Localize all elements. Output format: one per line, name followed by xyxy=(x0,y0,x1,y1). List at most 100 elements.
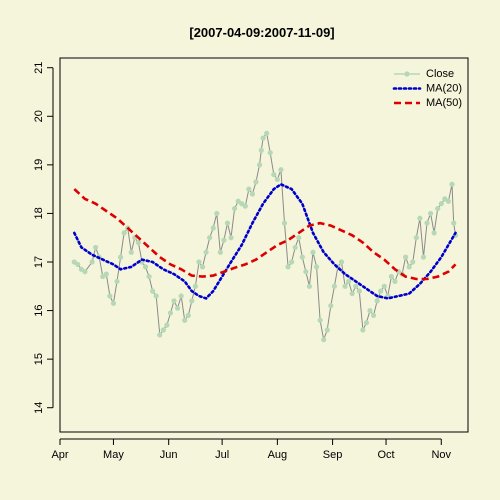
data-point xyxy=(267,150,273,156)
data-point xyxy=(192,283,199,289)
data-point xyxy=(346,278,352,285)
data-point xyxy=(435,205,441,212)
data-point xyxy=(445,198,452,204)
y-tick-label: 17 xyxy=(33,256,45,268)
data-point xyxy=(317,317,323,323)
data-point xyxy=(260,135,266,141)
data-point xyxy=(285,264,291,270)
data-point xyxy=(142,264,149,270)
data-point xyxy=(427,210,434,217)
data-point xyxy=(117,254,124,260)
chart-title: [2007-04-09:2007-11-09] xyxy=(189,25,334,40)
y-tick-label: 19 xyxy=(33,159,45,171)
data-point xyxy=(103,271,109,277)
data-point xyxy=(306,283,313,289)
series-close xyxy=(71,130,459,343)
data-point xyxy=(281,220,288,226)
legend-marker xyxy=(404,71,410,77)
data-point xyxy=(413,235,419,241)
series-line xyxy=(73,188,457,281)
data-point xyxy=(367,307,373,314)
data-point xyxy=(160,327,166,333)
data-point xyxy=(75,261,81,268)
data-point xyxy=(167,310,174,316)
x-tick-label: Aug xyxy=(268,449,288,461)
data-point xyxy=(303,269,309,275)
x-tick-label: Sep xyxy=(323,449,343,461)
data-point xyxy=(292,244,298,251)
data-point xyxy=(278,167,284,173)
data-point xyxy=(178,293,184,299)
data-point xyxy=(271,171,277,178)
legend-label: MA(50) xyxy=(426,97,462,109)
x-tick-label: Jul xyxy=(215,449,229,461)
data-point xyxy=(321,337,327,343)
x-axis: Apr May Jun Jul Aug Sep Oct Nov xyxy=(51,438,452,461)
y-tick-label: 18 xyxy=(33,207,45,219)
data-point xyxy=(420,254,427,260)
data-point xyxy=(153,293,159,299)
data-point xyxy=(328,303,334,309)
data-point xyxy=(378,288,384,294)
data-point xyxy=(228,235,234,241)
data-point xyxy=(299,254,305,260)
x-tick-label: Oct xyxy=(377,449,394,461)
x-tick-label: Nov xyxy=(431,449,451,461)
data-point xyxy=(388,273,394,280)
data-point xyxy=(356,288,362,294)
data-point xyxy=(296,235,302,241)
data-point xyxy=(242,203,248,209)
data-point xyxy=(313,264,320,270)
data-point xyxy=(157,332,163,338)
plot-frame xyxy=(59,57,469,433)
data-point xyxy=(185,312,191,319)
data-point xyxy=(189,298,195,304)
data-point xyxy=(258,147,264,153)
data-point xyxy=(353,283,359,289)
data-point xyxy=(331,283,337,289)
x-tick-label: May xyxy=(103,449,124,461)
data-point xyxy=(374,298,380,304)
series-ma-50 xyxy=(73,188,457,281)
data-point xyxy=(232,205,238,212)
data-point xyxy=(217,249,223,255)
data-point xyxy=(360,327,366,333)
data-point xyxy=(310,249,316,255)
data-point xyxy=(214,210,220,217)
x-tick-label: Apr xyxy=(51,449,68,461)
series-line xyxy=(73,182,457,300)
data-point xyxy=(128,249,134,255)
y-tick-label: 14 xyxy=(33,402,45,414)
data-point xyxy=(182,317,188,323)
data-point xyxy=(417,215,423,221)
y-axis: 14 15 16 17 18 19 20 21 xyxy=(33,62,54,414)
data-point xyxy=(431,230,437,236)
data-point xyxy=(82,269,88,275)
data-point xyxy=(451,220,457,226)
data-point xyxy=(392,278,398,285)
data-point xyxy=(406,264,412,270)
data-point xyxy=(224,220,231,226)
x-tick-label: Jun xyxy=(160,449,178,461)
y-tick-label: 16 xyxy=(33,304,45,316)
series-line xyxy=(74,132,456,342)
data-point xyxy=(338,259,345,265)
data-point xyxy=(349,290,355,297)
legend-item: MA(20) xyxy=(392,83,462,95)
y-tick-label: 20 xyxy=(33,110,45,122)
data-point xyxy=(264,130,270,136)
legend-item: MA(50) xyxy=(394,97,462,109)
data-point xyxy=(324,327,330,333)
legend-label: MA(20) xyxy=(426,83,462,95)
data-point xyxy=(199,264,206,270)
data-point xyxy=(196,259,202,265)
data-point xyxy=(274,176,280,183)
data-point xyxy=(424,220,430,226)
legend-label: Close xyxy=(426,68,454,80)
data-point xyxy=(342,283,348,289)
data-point xyxy=(164,322,170,328)
y-tick-label: 15 xyxy=(33,353,45,365)
data-point xyxy=(107,293,113,299)
data-point xyxy=(121,230,127,236)
series-layer xyxy=(71,130,459,343)
